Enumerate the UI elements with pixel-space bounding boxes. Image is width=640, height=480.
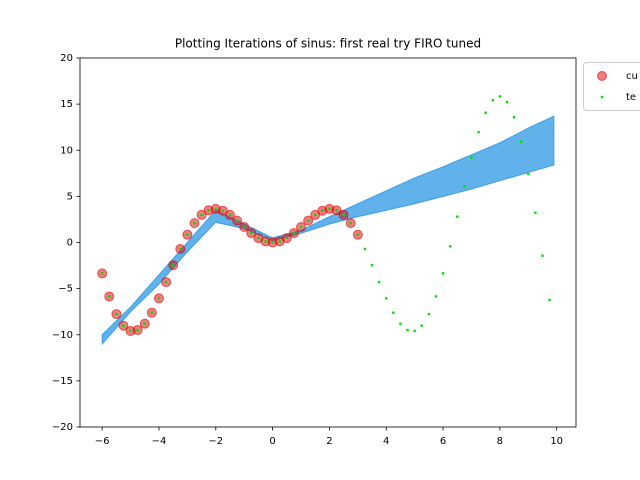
point (299, 225, 303, 229)
point (250, 231, 253, 235)
point (512, 116, 516, 119)
x-tick-label: 0 (269, 436, 275, 447)
point (100, 272, 104, 275)
x-tick-label: −2 (208, 436, 223, 447)
point (385, 297, 388, 300)
point (193, 221, 196, 225)
x-tick-label: 4 (383, 436, 389, 447)
point (413, 329, 416, 333)
point (541, 254, 544, 257)
point (441, 272, 445, 275)
point (150, 311, 154, 314)
point (143, 322, 146, 325)
point (392, 311, 395, 314)
point (519, 140, 523, 143)
y-tick-label: −10 (52, 330, 73, 341)
point (164, 280, 168, 284)
point (534, 211, 537, 214)
point (179, 247, 182, 251)
point (129, 329, 132, 333)
point (448, 245, 452, 248)
point (491, 99, 494, 102)
point (434, 295, 438, 298)
point (228, 213, 232, 217)
point (335, 209, 338, 212)
y-tick-label: 5 (67, 191, 73, 202)
point (186, 233, 189, 236)
legend-label: cu (626, 71, 638, 82)
point (377, 280, 381, 284)
point (314, 213, 317, 217)
x-tick-label: 8 (497, 436, 503, 447)
point (278, 240, 281, 243)
point (420, 324, 423, 327)
point (207, 209, 210, 212)
point (214, 207, 217, 211)
point (349, 221, 352, 225)
point (136, 328, 139, 332)
point (477, 131, 480, 134)
point (221, 209, 225, 212)
point (484, 111, 487, 114)
point (235, 219, 239, 222)
point (157, 297, 161, 300)
confidence-band (101, 115, 555, 346)
point (406, 328, 409, 332)
point (200, 213, 203, 217)
x-tick-label: 6 (440, 436, 446, 447)
point (171, 263, 175, 267)
point (321, 209, 324, 212)
point (115, 312, 118, 316)
point (242, 225, 246, 229)
point (264, 240, 267, 243)
y-tick-label: −20 (52, 422, 73, 433)
y-tick-label: 10 (60, 145, 73, 156)
y-tick-label: 15 (60, 99, 73, 110)
y-tick-label: −15 (52, 376, 73, 387)
point (328, 207, 331, 211)
axes-frame (79, 57, 577, 428)
x-tick-label: 10 (550, 436, 563, 447)
point (306, 219, 310, 222)
legend: cu te (583, 62, 640, 111)
point (257, 236, 260, 240)
point (427, 312, 431, 316)
point (292, 231, 296, 235)
point (527, 172, 530, 176)
x-tick-label: −6 (95, 436, 110, 447)
x-tick-label: −4 (152, 436, 167, 447)
point (399, 322, 402, 325)
point (271, 241, 274, 244)
x-tick-label: 2 (326, 436, 332, 447)
point (342, 213, 345, 217)
point (363, 247, 367, 251)
point (456, 215, 459, 218)
chart-title: Plotting Iterations of sinus: first real… (175, 37, 481, 51)
y-tick-label: −5 (58, 284, 73, 295)
point (356, 233, 360, 236)
legend-marker (600, 95, 604, 99)
point (370, 263, 374, 267)
point (498, 95, 502, 98)
point (108, 295, 111, 298)
point (470, 156, 473, 159)
point (463, 185, 466, 188)
point (548, 298, 551, 302)
legend-marker (597, 71, 607, 81)
point (285, 236, 289, 240)
legend-label: te (626, 92, 636, 103)
legend-box (583, 62, 640, 111)
point (122, 324, 125, 327)
y-tick-label: 20 (60, 53, 73, 64)
y-tick-label: 0 (67, 238, 73, 249)
point (505, 100, 509, 104)
